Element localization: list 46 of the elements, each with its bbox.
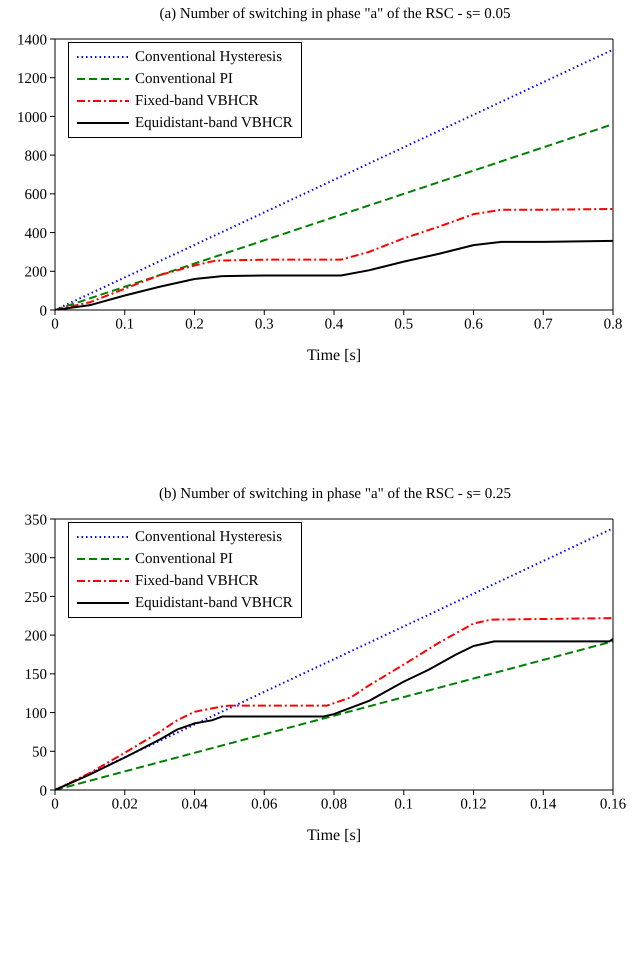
y-tick-label: 1000	[17, 110, 47, 126]
x-tick-label: 0.4	[324, 316, 344, 333]
x-tick-label: 0	[51, 316, 59, 333]
y-tick-label: 250	[24, 590, 47, 606]
x-tick-label: 0.1	[115, 316, 134, 333]
y-tick-label: 300	[24, 551, 47, 568]
y-tick-label: 0	[40, 783, 47, 800]
legend-label: Fixed-band VBHCR	[135, 92, 258, 110]
y-tick-label: 1200	[17, 71, 47, 88]
y-tick-label: 350	[24, 512, 47, 528]
x-tick-label: 0.16	[600, 796, 627, 813]
legend-label: Conventional PI	[135, 550, 233, 568]
chart-title: (b) Number of switching in phase "a" of the RSC - s= 0.25	[158, 485, 512, 504]
y-tick-label: 0	[40, 303, 47, 320]
x-tick-label: 0.06	[251, 796, 278, 813]
legend-label: Conventional Hysteresis	[135, 528, 282, 546]
x-tick-label: 0.08	[320, 796, 348, 813]
legend-label: Equidistant-band VBHCR	[135, 114, 293, 132]
x-tick-label: 0.3	[254, 316, 274, 333]
x-axis-title: Time [s]	[306, 827, 362, 844]
y-tick-label: 50	[32, 744, 47, 761]
x-tick-label: 0.02	[112, 796, 138, 813]
x-tick-label: 0	[51, 796, 59, 813]
x-tick-label: 0.04	[181, 796, 208, 813]
x-tick-label: 0.2	[185, 316, 204, 333]
y-tick-label: 200	[24, 264, 47, 281]
chart-title: (a) Number of switching in phase "a" of the RSC - s= 0.05	[158, 5, 512, 24]
legend-label: Conventional PI	[135, 70, 233, 88]
x-tick-label: 0.14	[530, 796, 557, 813]
x-tick-label: 0.7	[534, 316, 554, 333]
x-axis-title: Time [s]	[306, 347, 362, 364]
x-tick-label: 0.6	[464, 316, 484, 333]
y-tick-label: 600	[24, 187, 47, 204]
legend-label: Fixed-band VBHCR	[135, 572, 258, 590]
y-tick-label: 1400	[17, 32, 47, 48]
legend-label: Equidistant-band VBHCR	[135, 594, 293, 612]
x-tick-label: 0.5	[394, 316, 414, 333]
y-tick-label: 200	[24, 628, 47, 644]
legend-label: Conventional Hysteresis	[135, 48, 282, 66]
y-tick-label: 400	[24, 226, 47, 242]
x-tick-label: 0.1	[394, 796, 414, 813]
y-tick-label: 100	[24, 706, 47, 722]
y-tick-label: 800	[24, 148, 47, 164]
y-tick-label: 150	[24, 667, 47, 684]
x-tick-label: 0.12	[460, 796, 487, 813]
x-tick-label: 0.8	[604, 316, 622, 333]
